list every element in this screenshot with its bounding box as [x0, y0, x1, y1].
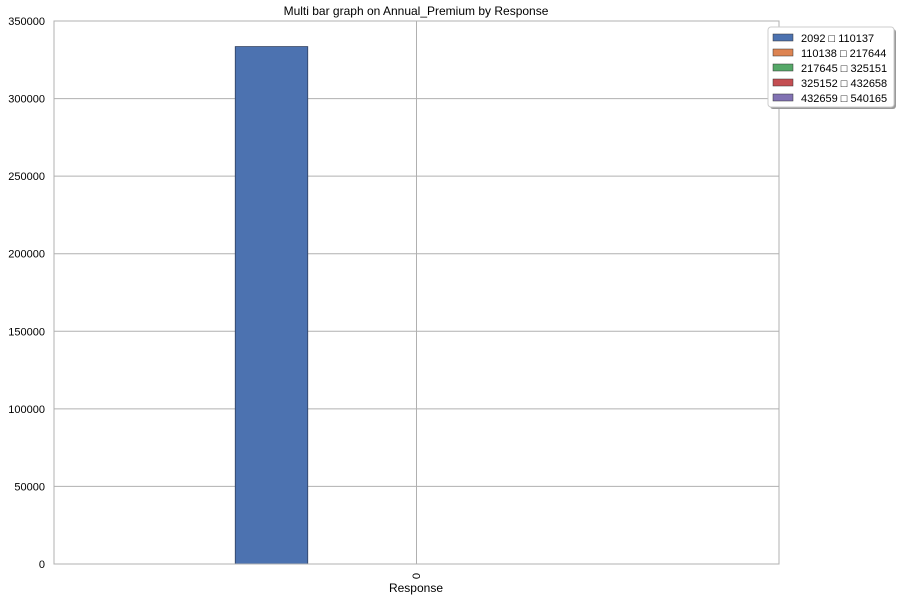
legend-swatch	[772, 48, 794, 57]
legend-label: 2092 □ 110137	[801, 33, 874, 45]
legend-label: 110138 □ 217644	[801, 48, 886, 60]
y-tick-label: 150000	[8, 326, 45, 338]
legend-label: 432659 □ 540165	[801, 93, 887, 105]
legend-swatch	[772, 63, 794, 72]
y-tick-label: 50000	[14, 481, 45, 493]
legend: 2092 □ 110137 110138 □ 217644 217645 □ 325…	[767, 26, 896, 109]
y-tick-label: 100000	[8, 404, 45, 416]
bars-layer	[234, 46, 309, 565]
y-tick-label: 300000	[8, 94, 45, 106]
legend-swatch	[772, 93, 794, 102]
legend-box	[767, 26, 895, 108]
plot-frame	[53, 20, 780, 565]
y-tick-label: 0	[39, 559, 45, 571]
legend-swatch	[772, 78, 794, 87]
y-tick-label: 350000	[8, 16, 45, 28]
grid-layer	[54, 20, 779, 565]
y-tick-label: 250000	[8, 171, 45, 183]
x-axis-label: Response	[389, 581, 443, 595]
legend-label: 325152 □ 432658	[801, 78, 887, 90]
chart-title: Multi bar graph on Annual_Premium by Res…	[284, 4, 549, 18]
bar	[234, 46, 309, 565]
legend-label: 217645 □ 325151	[801, 63, 887, 75]
y-ticks: 0 50000 100000 150000 200000 250000 300000 3500…	[8, 16, 45, 571]
legend-swatch	[772, 33, 794, 42]
y-tick-label: 200000	[8, 249, 45, 261]
x-ticks: 0	[410, 573, 422, 579]
x-tick-label: 0	[410, 573, 422, 579]
